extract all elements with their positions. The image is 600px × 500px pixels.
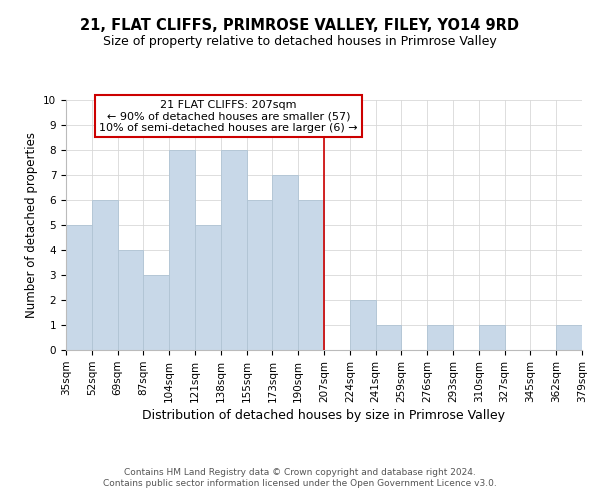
Bar [272, 175, 298, 350]
Text: 21, FLAT CLIFFS, PRIMROSE VALLEY, FILEY, YO14 9RD: 21, FLAT CLIFFS, PRIMROSE VALLEY, FILEY,… [80, 18, 520, 32]
Bar [479, 325, 505, 350]
Bar [169, 150, 195, 350]
Bar [66, 225, 92, 350]
Bar [556, 325, 582, 350]
Bar [376, 325, 401, 350]
Bar [247, 200, 272, 350]
X-axis label: Distribution of detached houses by size in Primrose Valley: Distribution of detached houses by size … [143, 409, 505, 422]
Bar [195, 225, 221, 350]
Bar [118, 250, 143, 350]
Text: 21 FLAT CLIFFS: 207sqm
← 90% of detached houses are smaller (57)
10% of semi-det: 21 FLAT CLIFFS: 207sqm ← 90% of detached… [99, 100, 358, 133]
Bar [350, 300, 376, 350]
Y-axis label: Number of detached properties: Number of detached properties [25, 132, 38, 318]
Text: Size of property relative to detached houses in Primrose Valley: Size of property relative to detached ho… [103, 35, 497, 48]
Bar [143, 275, 169, 350]
Bar [427, 325, 453, 350]
Bar [221, 150, 247, 350]
Bar [298, 200, 324, 350]
Bar [92, 200, 118, 350]
Text: Contains HM Land Registry data © Crown copyright and database right 2024.
Contai: Contains HM Land Registry data © Crown c… [103, 468, 497, 487]
